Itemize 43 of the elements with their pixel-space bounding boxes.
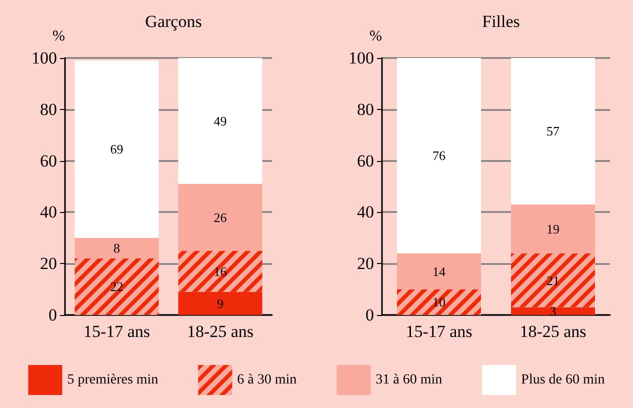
legend-label: 5 premières min xyxy=(67,372,158,388)
y-tick-label: 80 xyxy=(40,100,57,119)
x-tick-label: 18-25 ans xyxy=(520,322,586,341)
bar xyxy=(178,58,262,184)
y-axis-title: % xyxy=(370,28,382,44)
y-tick-label: 100 xyxy=(348,48,374,68)
legend-label: Plus de 60 min xyxy=(521,372,605,388)
y-tick-label: 0 xyxy=(366,306,374,324)
y-tick-label: 20 xyxy=(40,254,57,274)
y-tick-label: 60 xyxy=(40,151,57,170)
chart-title: Filles xyxy=(482,12,520,31)
bar xyxy=(74,238,159,258)
y-tick-label: 20 xyxy=(357,254,374,274)
y-tick-label: 100 xyxy=(32,48,57,68)
x-tick-label: 15-17 ans xyxy=(406,322,472,341)
y-tick-label: 80 xyxy=(357,100,374,119)
y-tick-label: 60 xyxy=(357,151,374,170)
y-tick-label: 40 xyxy=(357,202,374,222)
y-tick-label: 0 xyxy=(48,306,57,324)
x-tick-label: 15-17 ans xyxy=(83,322,150,341)
bar xyxy=(397,253,481,290)
y-axis-title: % xyxy=(52,28,65,44)
chart-title: Garçons xyxy=(145,12,202,31)
bar xyxy=(397,58,481,254)
data-label: 19 xyxy=(546,221,560,236)
data-label: 49 xyxy=(214,113,227,128)
data-label: 8 xyxy=(114,240,120,256)
bar xyxy=(74,60,159,238)
data-label: 69 xyxy=(110,142,124,157)
x-tick-label: 18-25 ans xyxy=(186,322,254,341)
data-label: 26 xyxy=(214,210,228,225)
legend-label: 6 à 30 min xyxy=(237,372,297,388)
data-label: 76 xyxy=(432,148,446,164)
bar xyxy=(511,58,595,204)
bar xyxy=(178,292,262,315)
bar xyxy=(511,307,595,315)
data-label: 14 xyxy=(432,264,446,279)
data-label: 9 xyxy=(217,296,224,311)
bar xyxy=(511,204,595,254)
data-label: 57 xyxy=(546,124,560,139)
legend-label: 31 à 60 min xyxy=(376,372,442,388)
y-tick-label: 40 xyxy=(40,202,57,222)
bar xyxy=(178,184,262,251)
